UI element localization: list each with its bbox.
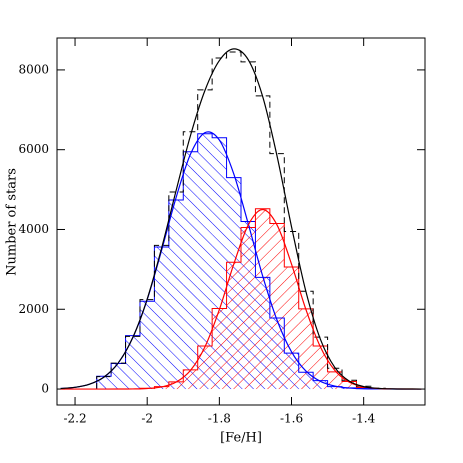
y-tick-label: 0 [41, 382, 49, 396]
y-tick-label: 6000 [18, 142, 49, 156]
histogram-bar [255, 208, 270, 390]
histogram-bar [342, 381, 357, 390]
histogram-bar [111, 363, 126, 390]
y-tick-label: 2000 [18, 302, 49, 316]
x-tick-label: -2.2 [63, 412, 86, 426]
histogram-bar [212, 308, 227, 390]
plot-frame [56, 37, 426, 406]
histogram-bar [183, 151, 198, 390]
x-tick-label: -1.6 [280, 412, 303, 426]
histogram-bar [168, 381, 184, 390]
histogram-bar [284, 266, 299, 390]
x-tick-label: -1.8 [208, 412, 231, 426]
histogram-bar [313, 345, 328, 390]
histogram-bar [226, 262, 241, 390]
fit-curve [60, 48, 422, 390]
histogram-bar [197, 133, 213, 390]
x-axis-label: [Fe/H] [220, 431, 262, 446]
x-tick-label: -2 [141, 412, 153, 426]
x-tick-label: -1.4 [352, 412, 376, 426]
histogram-outline [96, 51, 400, 390]
histogram-bar [96, 376, 112, 390]
histogram-bar [197, 345, 213, 390]
histogram-bar [269, 223, 285, 390]
histogram-bar [125, 335, 140, 390]
histogram-bar [154, 247, 169, 390]
histogram-bar [139, 301, 155, 390]
histogram-bar [241, 227, 256, 390]
y-axis-label: Number of stars [5, 168, 20, 276]
histogram-bar [154, 386, 169, 390]
y-tick-label: 8000 [18, 62, 49, 76]
histogram-bar [168, 199, 184, 390]
histogram-bar [298, 308, 314, 390]
histogram-bar [183, 369, 198, 390]
y-tick-label: 4000 [18, 222, 49, 236]
